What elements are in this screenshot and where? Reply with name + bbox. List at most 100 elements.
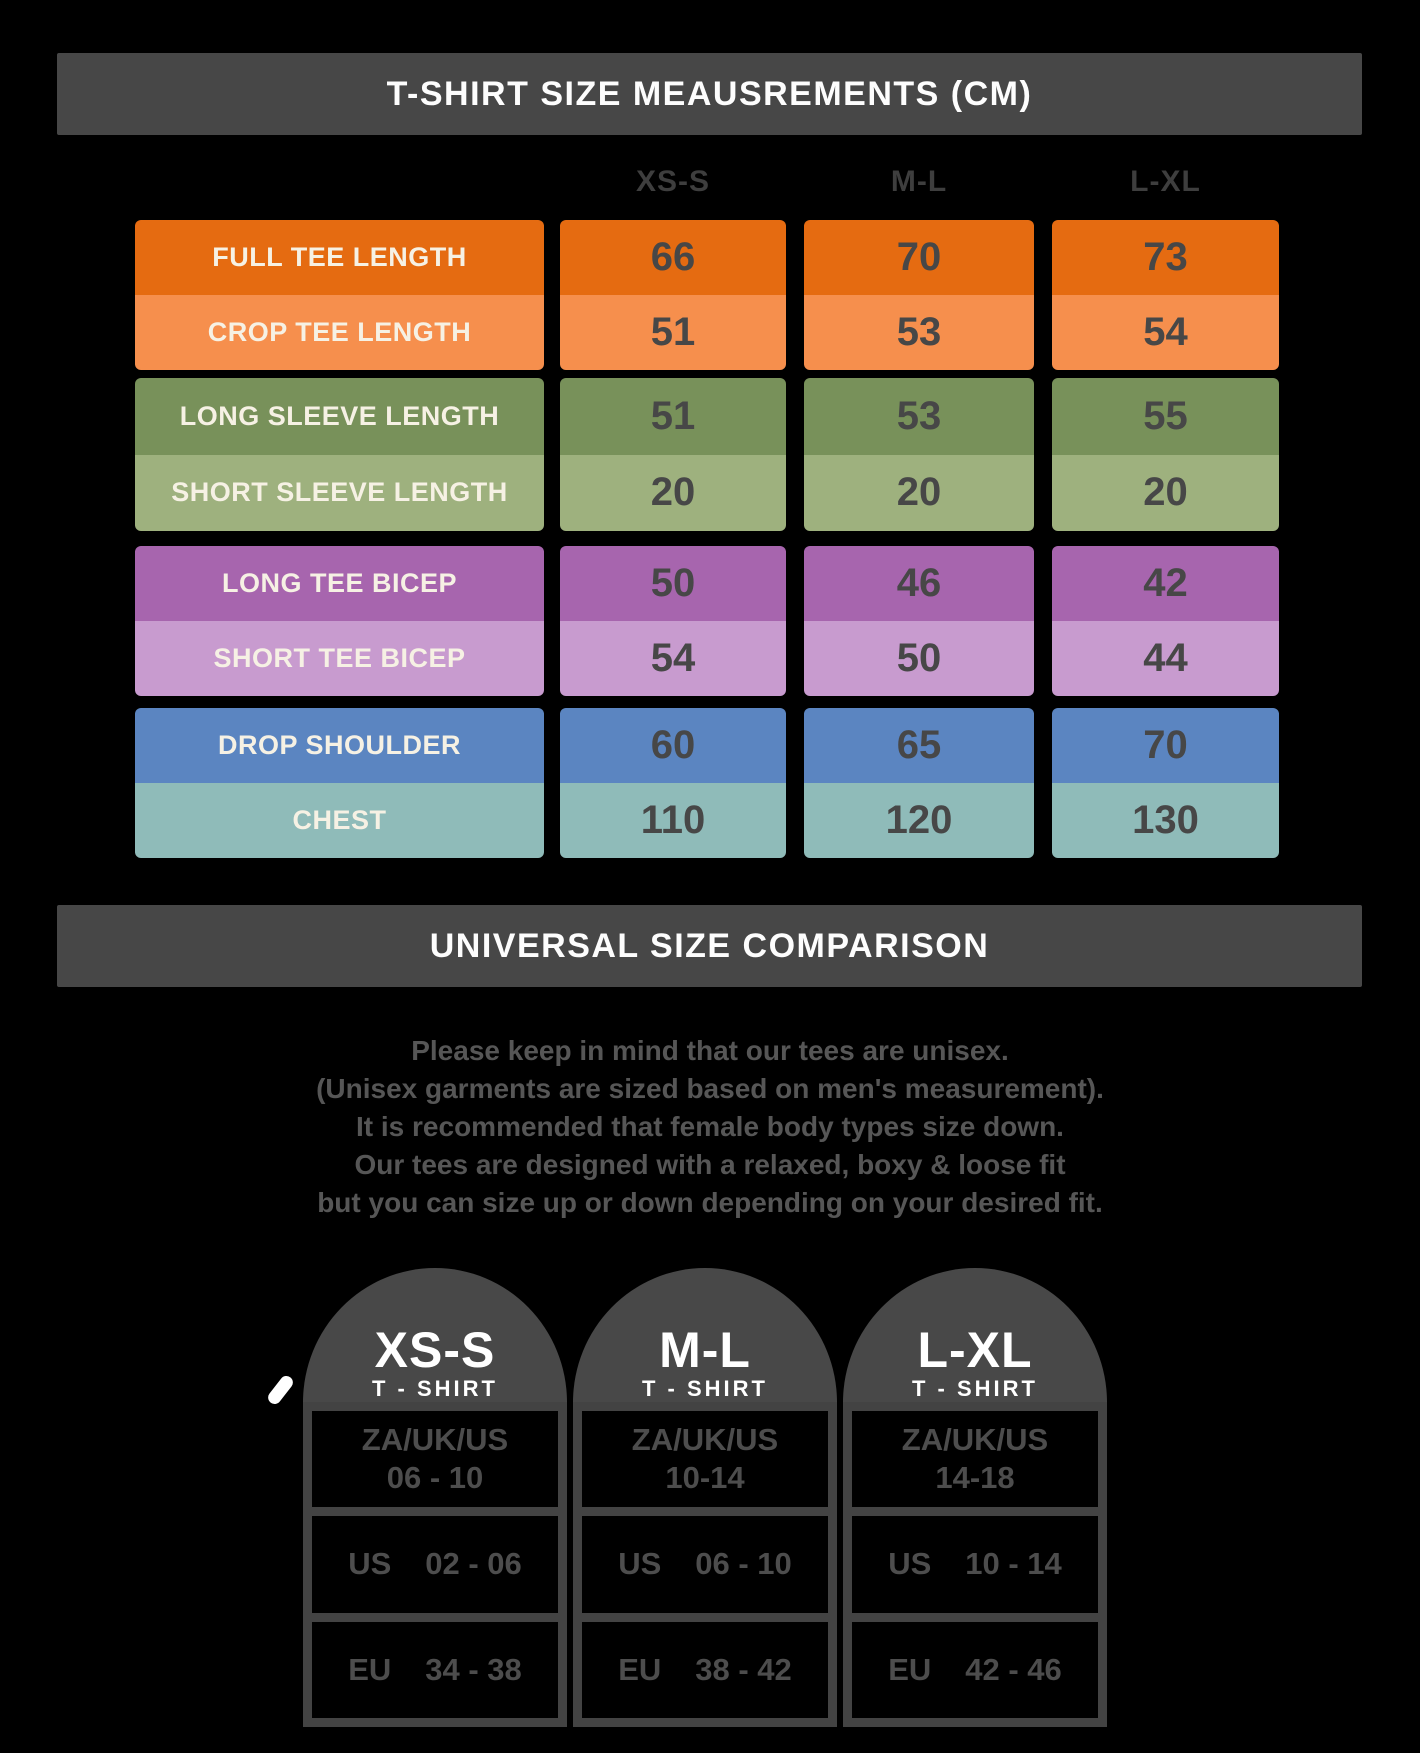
size-range: 06 - 10 <box>386 1460 484 1496</box>
value-block: 50 54 <box>560 546 786 696</box>
column-header-l-xl: L-XL <box>1130 165 1201 198</box>
paint-smudge-artifact <box>265 1373 296 1407</box>
card-grid: ZA/UK/US 10-14 US 06 - 10 EU 38 - 42 <box>573 1402 837 1727</box>
card-size-title: M-L <box>659 1322 751 1378</box>
size-range: 02 - 06 <box>425 1546 522 1582</box>
card-row-us: US 10 - 14 <box>852 1507 1098 1612</box>
label-block-bicep: LONG TEE BICEP SHORT TEE BICEP <box>135 546 544 696</box>
row-label: SHORT TEE BICEP <box>135 621 544 696</box>
table-cell: 42 <box>1052 546 1279 621</box>
table-cell: 65 <box>804 708 1034 783</box>
value-block: 70 53 <box>804 220 1034 370</box>
table-cell: 44 <box>1052 621 1279 696</box>
region-label: ZA/UK/US <box>631 1422 779 1458</box>
region-label: US <box>888 1546 932 1582</box>
table-cell: 120 <box>804 783 1034 858</box>
size-range: 14-18 <box>935 1460 1015 1496</box>
card-grid: ZA/UK/US 14-18 US 10 - 14 EU 42 - 46 <box>843 1402 1107 1727</box>
table-cell: 20 <box>804 454 1034 531</box>
note-line: but you can size up or down depending on… <box>317 1187 1103 1218</box>
table-group-bicep: LONG TEE BICEP SHORT TEE BICEP 50 54 46 … <box>0 546 1420 696</box>
size-range: 38 - 42 <box>695 1651 792 1687</box>
value-block: 65 120 <box>804 708 1034 858</box>
comparison-header-bar: UNIVERSAL SIZE COMPARISON <box>57 905 1362 987</box>
region-label: ZA/UK/US <box>901 1422 1049 1458</box>
card-row-za-uk-us: ZA/UK/US 06 - 10 <box>312 1411 558 1507</box>
card-arch: M-L T - SHIRT <box>573 1268 837 1408</box>
unisex-note: Please keep in mind that our tees are un… <box>0 1032 1420 1222</box>
value-block: 55 20 <box>1052 378 1279 531</box>
size-card-l-xl: L-XL T - SHIRT ZA/UK/US 14-18 US 10 - 14… <box>843 1268 1107 1727</box>
table-cell: 50 <box>560 546 786 621</box>
row-label: DROP SHOULDER <box>135 708 544 783</box>
note-line: It is recommended that female body types… <box>356 1111 1064 1142</box>
card-row-us: US 02 - 06 <box>312 1507 558 1612</box>
table-cell: 66 <box>560 220 786 295</box>
value-block: 51 20 <box>560 378 786 531</box>
region-label: EU <box>618 1651 662 1687</box>
card-garment-label: T - SHIRT <box>372 1376 498 1401</box>
table-cell: 70 <box>804 220 1034 295</box>
region-label: US <box>618 1546 662 1582</box>
table-cell: 54 <box>560 621 786 696</box>
region-label: ZA/UK/US <box>361 1422 509 1458</box>
table-cell: 53 <box>804 378 1034 455</box>
card-row-eu: EU 42 - 46 <box>852 1612 1098 1718</box>
table-cell: 54 <box>1052 295 1279 370</box>
table-group-tee-length: FULL TEE LENGTH CROP TEE LENGTH 66 51 70… <box>0 220 1420 370</box>
table-cell: 50 <box>804 621 1034 696</box>
table-cell: 110 <box>560 783 786 858</box>
card-grid: ZA/UK/US 06 - 10 US 02 - 06 EU 34 - 38 <box>303 1402 567 1727</box>
note-line: (Unisex garments are sized based on men'… <box>316 1073 1104 1104</box>
value-block: 73 54 <box>1052 220 1279 370</box>
size-range: 34 - 38 <box>425 1651 522 1687</box>
card-arch: L-XL T - SHIRT <box>843 1268 1107 1408</box>
table-cell: 60 <box>560 708 786 783</box>
value-block: 42 44 <box>1052 546 1279 696</box>
row-label: LONG TEE BICEP <box>135 546 544 621</box>
card-size-title: XS-S <box>374 1322 496 1378</box>
value-block: 46 50 <box>804 546 1034 696</box>
label-block-tee-length: FULL TEE LENGTH CROP TEE LENGTH <box>135 220 544 370</box>
table-cell: 70 <box>1052 708 1279 783</box>
table-cell: 55 <box>1052 378 1279 455</box>
note-line: Please keep in mind that our tees are un… <box>411 1035 1009 1066</box>
column-header-m-l: M-L <box>890 165 948 198</box>
table-cell: 53 <box>804 295 1034 370</box>
size-card-m-l: M-L T - SHIRT ZA/UK/US 10-14 US 06 - 10 … <box>573 1268 837 1727</box>
measurements-header-bar: T-SHIRT SIZE MEAUSREMENTS (CM) <box>57 53 1362 135</box>
size-range: 06 - 10 <box>695 1546 792 1582</box>
region-label: EU <box>348 1651 392 1687</box>
row-label: CROP TEE LENGTH <box>135 295 544 370</box>
region-label: US <box>348 1546 392 1582</box>
measurements-title: T-SHIRT SIZE MEAUSREMENTS (CM) <box>386 74 1033 113</box>
row-label: SHORT SLEEVE LENGTH <box>135 454 544 531</box>
table-cell: 20 <box>1052 454 1279 531</box>
label-block-shoulder-chest: DROP SHOULDER CHEST <box>135 708 544 858</box>
size-range: 10-14 <box>665 1460 745 1496</box>
table-cell: 51 <box>560 378 786 455</box>
size-range: 10 - 14 <box>965 1546 1062 1582</box>
label-block-sleeve-length: LONG SLEEVE LENGTH SHORT SLEEVE LENGTH <box>135 378 544 531</box>
card-garment-label: T - SHIRT <box>912 1376 1038 1401</box>
column-header-xs-s: XS-S <box>635 165 711 198</box>
value-block: 60 110 <box>560 708 786 858</box>
table-group-shoulder-chest: DROP SHOULDER CHEST 60 110 65 120 70 130 <box>0 708 1420 858</box>
card-row-za-uk-us: ZA/UK/US 10-14 <box>582 1411 828 1507</box>
card-row-us: US 06 - 10 <box>582 1507 828 1612</box>
value-block: 53 20 <box>804 378 1034 531</box>
card-size-title: L-XL <box>917 1322 1033 1378</box>
table-cell: 51 <box>560 295 786 370</box>
card-row-eu: EU 34 - 38 <box>312 1612 558 1718</box>
table-cell: 73 <box>1052 220 1279 295</box>
card-arch: XS-S T - SHIRT <box>303 1268 567 1408</box>
table-group-sleeve-length: LONG SLEEVE LENGTH SHORT SLEEVE LENGTH 5… <box>0 378 1420 531</box>
table-cell: 46 <box>804 546 1034 621</box>
card-garment-label: T - SHIRT <box>642 1376 768 1401</box>
size-card-xs-s: XS-S T - SHIRT ZA/UK/US 06 - 10 US 02 - … <box>303 1268 567 1727</box>
table-cell: 20 <box>560 454 786 531</box>
comparison-title: UNIVERSAL SIZE COMPARISON <box>429 926 990 965</box>
card-row-eu: EU 38 - 42 <box>582 1612 828 1718</box>
value-block: 70 130 <box>1052 708 1279 858</box>
